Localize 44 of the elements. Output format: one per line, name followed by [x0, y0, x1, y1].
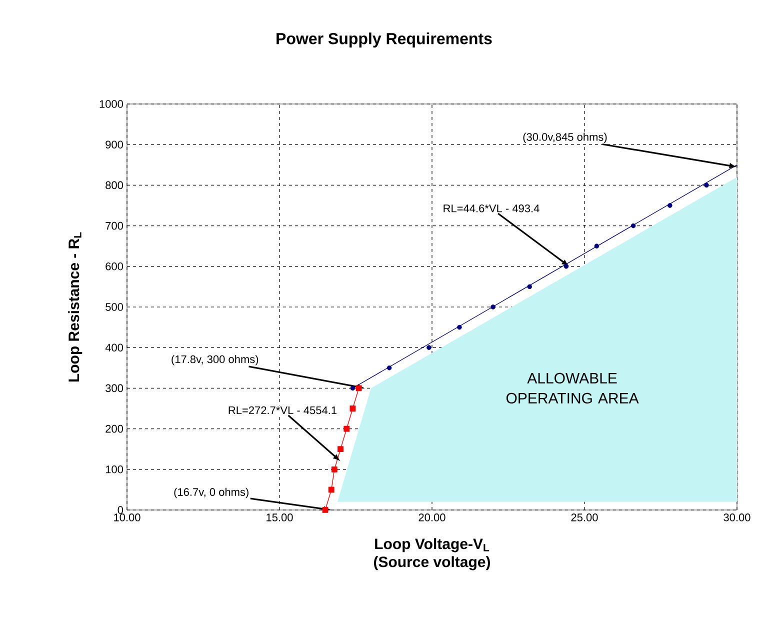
- x-tick-label: 20.00: [418, 514, 446, 522]
- y-axis-title: Loop Resistance - R$_{L}$: [68, 232, 82, 382]
- point: [350, 406, 356, 412]
- point: [338, 446, 344, 452]
- point: [490, 304, 496, 310]
- x-axis-title: Loop Voltage-V$_{L}$: [375, 538, 490, 552]
- point: [331, 466, 338, 472]
- y-tick-label: 500: [106, 303, 124, 311]
- y-tick-label: 900: [106, 140, 124, 148]
- x-tick-label: 25.00: [571, 514, 598, 522]
- point: [594, 244, 600, 248]
- x-tick-label: 30.00: [724, 514, 750, 522]
- y-tick-label: 200: [106, 424, 124, 433]
- y-tick-label: 100: [106, 466, 124, 474]
- y-tick-label: 800: [106, 181, 124, 190]
- point: [386, 365, 392, 370]
- point: [356, 385, 362, 392]
- y-tick-label: 400: [105, 344, 124, 352]
- point: [630, 223, 636, 228]
- y-tick-label: 300: [106, 384, 124, 392]
- y-tick-label: 0: [118, 506, 124, 514]
- y-tick-label: 1000: [100, 100, 124, 108]
- y-tick-label: 600: [106, 262, 124, 270]
- point: [668, 203, 672, 208]
- point: [564, 264, 569, 269]
- annotation: (30.0v,845 ohms): [523, 132, 607, 144]
- y-tick-label: 700: [106, 222, 124, 230]
- point: [344, 426, 350, 432]
- point: [527, 284, 532, 290]
- point: [322, 507, 328, 513]
- annotation: RL=272.7*VL - 4554.1: [228, 406, 337, 414]
- annotation: (17.8v, 300 ohms): [172, 355, 258, 366]
- x-tick-label: 15.00: [266, 514, 293, 522]
- point: [704, 182, 709, 188]
- annotation: ALLOWABLE OPERATING AREA: [506, 372, 639, 404]
- annotation: (16.7v, 0 ohms): [174, 488, 248, 498]
- point: [426, 345, 432, 350]
- annotation: RL=44.6*VL - 493.4: [444, 204, 540, 212]
- text: (Source voltage): [374, 556, 490, 570]
- point: [328, 486, 334, 493]
- x-tick-label: 10.00: [114, 514, 140, 522]
- point: [350, 386, 356, 391]
- point: [457, 324, 462, 330]
- chart-title: Power Supply Requirements: [276, 32, 492, 48]
